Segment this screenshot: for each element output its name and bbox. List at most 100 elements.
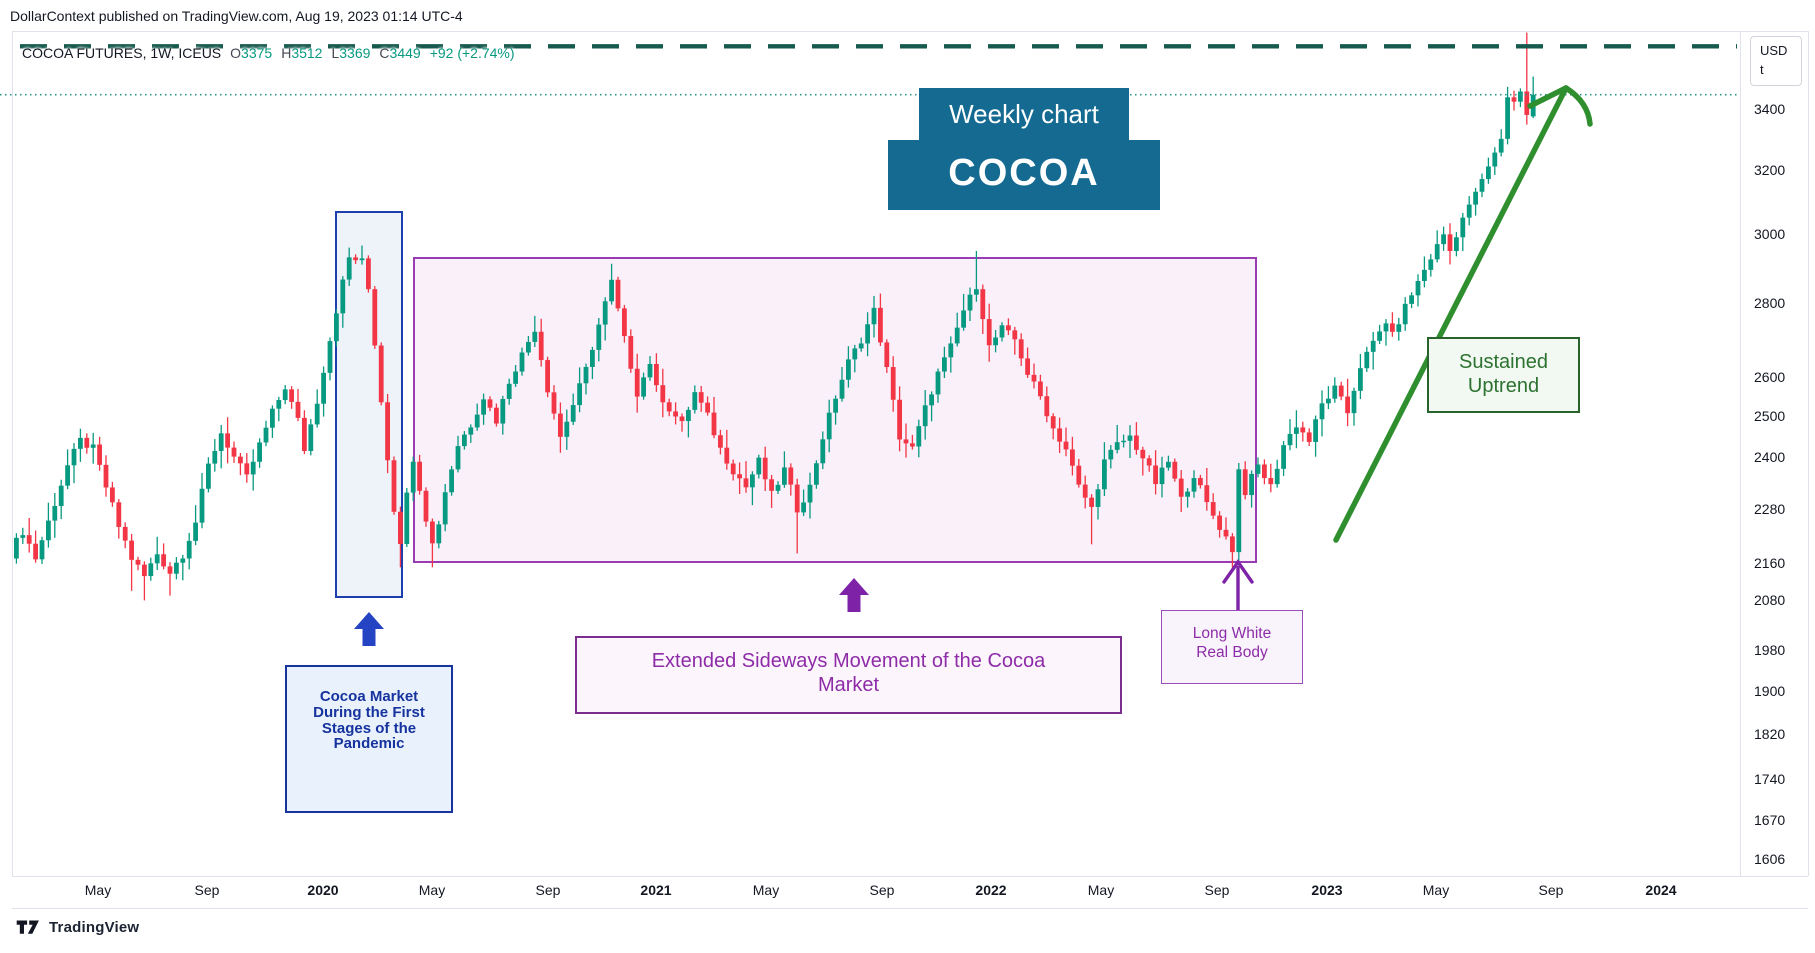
candle (1345, 396, 1350, 414)
candle (1383, 323, 1389, 332)
candle (647, 363, 653, 378)
price-tick-label: 2160 (1754, 554, 1786, 571)
weekly-chart-label: Weekly chart (949, 99, 1099, 129)
candle (801, 502, 806, 513)
sustained-uptrend-box: Sustained Uptrend (1427, 337, 1580, 413)
candle (167, 566, 173, 574)
price-tick-label: 3400 (1754, 101, 1786, 117)
candle (1396, 324, 1402, 332)
price-tick-label: 2500 (1754, 408, 1786, 425)
candle (756, 457, 762, 475)
candle (327, 341, 333, 373)
candle (423, 490, 429, 522)
candle (1127, 435, 1133, 441)
attribution-text: DollarContext published on TradingView.c… (10, 8, 463, 24)
candle (1255, 464, 1261, 474)
chart-frame-top (12, 31, 1808, 32)
candle (346, 257, 352, 280)
tradingview-attribution[interactable]: TradingView (16, 919, 139, 936)
candle (295, 401, 301, 418)
candle (270, 408, 275, 428)
symbol-legend[interactable]: COCOA FUTURES, 1W, ICEUS O3375 H3512 L33… (22, 45, 515, 61)
candle (628, 336, 634, 369)
candle (1108, 449, 1114, 460)
sideways-line-1: Extended Sideways Movement of the Cocoa (651, 650, 1046, 672)
price-tick-label: 1820 (1754, 725, 1786, 742)
candle (186, 540, 192, 559)
candle (372, 289, 378, 346)
candle (820, 439, 826, 464)
cocoa-label: COCOA (948, 152, 1100, 194)
candle (442, 492, 448, 525)
candle (14, 537, 19, 559)
candle (1018, 339, 1024, 359)
candle (65, 465, 70, 486)
sustained-line-1: Sustained (1459, 351, 1548, 373)
candle (929, 394, 934, 406)
candle (711, 412, 717, 436)
price-tick-label: 1980 (1754, 641, 1786, 658)
candle (634, 368, 640, 397)
candle (1326, 398, 1331, 404)
candle (993, 337, 998, 346)
candle (353, 257, 358, 261)
candle (1466, 204, 1472, 218)
candle (1422, 269, 1427, 281)
candle (282, 389, 288, 401)
candle (487, 399, 493, 408)
unit-tonne: t (1760, 61, 1764, 77)
candle (551, 392, 557, 414)
candle (1447, 234, 1453, 251)
candle (231, 447, 237, 457)
candle (865, 324, 870, 344)
cocoa-title-box: COCOA (888, 140, 1160, 210)
candle (922, 405, 928, 427)
candle (142, 564, 147, 577)
candle (1358, 368, 1363, 391)
candle (641, 377, 646, 397)
candle (1134, 435, 1139, 450)
candle (1063, 441, 1069, 450)
price-tick-label: 3200 (1754, 161, 1786, 178)
chart-frame-bottom (12, 908, 1808, 909)
candle (1486, 166, 1491, 180)
candle (814, 463, 819, 485)
pandemic-line-1: Cocoa Market (319, 688, 419, 705)
chart-frame-left (12, 31, 13, 876)
candle (1473, 191, 1478, 205)
price-unit-box[interactable]: USD t (1750, 36, 1802, 86)
candle (263, 427, 269, 443)
candle (782, 467, 787, 485)
long-white-line-2: Real Body (1196, 643, 1268, 661)
candle (474, 414, 480, 428)
candle (615, 279, 621, 309)
candle (359, 258, 365, 261)
candle (1492, 152, 1498, 167)
candle (212, 450, 218, 464)
candle (154, 554, 160, 564)
candle (1415, 280, 1421, 296)
price-tick-label: 1606 (1754, 851, 1786, 868)
candle (302, 417, 307, 451)
price-tick-label: 1670 (1754, 811, 1786, 828)
candle (1012, 330, 1018, 340)
candle (1178, 478, 1184, 497)
candle (1454, 237, 1459, 251)
candle (558, 413, 563, 437)
time-tick-label: May (752, 882, 780, 898)
candle (570, 405, 576, 422)
candle (225, 433, 230, 448)
candle (948, 343, 954, 358)
time-tick-label: May (1087, 882, 1115, 898)
candle (577, 383, 582, 406)
candle (462, 434, 467, 447)
candle (871, 307, 877, 325)
candle (878, 307, 883, 343)
uptrend-arrow (1333, 85, 1593, 543)
symbol-name: COCOA FUTURES, 1W, ICEUS (22, 45, 222, 61)
low-value: L3369 (331, 45, 371, 61)
candle (26, 535, 32, 544)
candle (33, 543, 38, 560)
candle (583, 366, 589, 384)
